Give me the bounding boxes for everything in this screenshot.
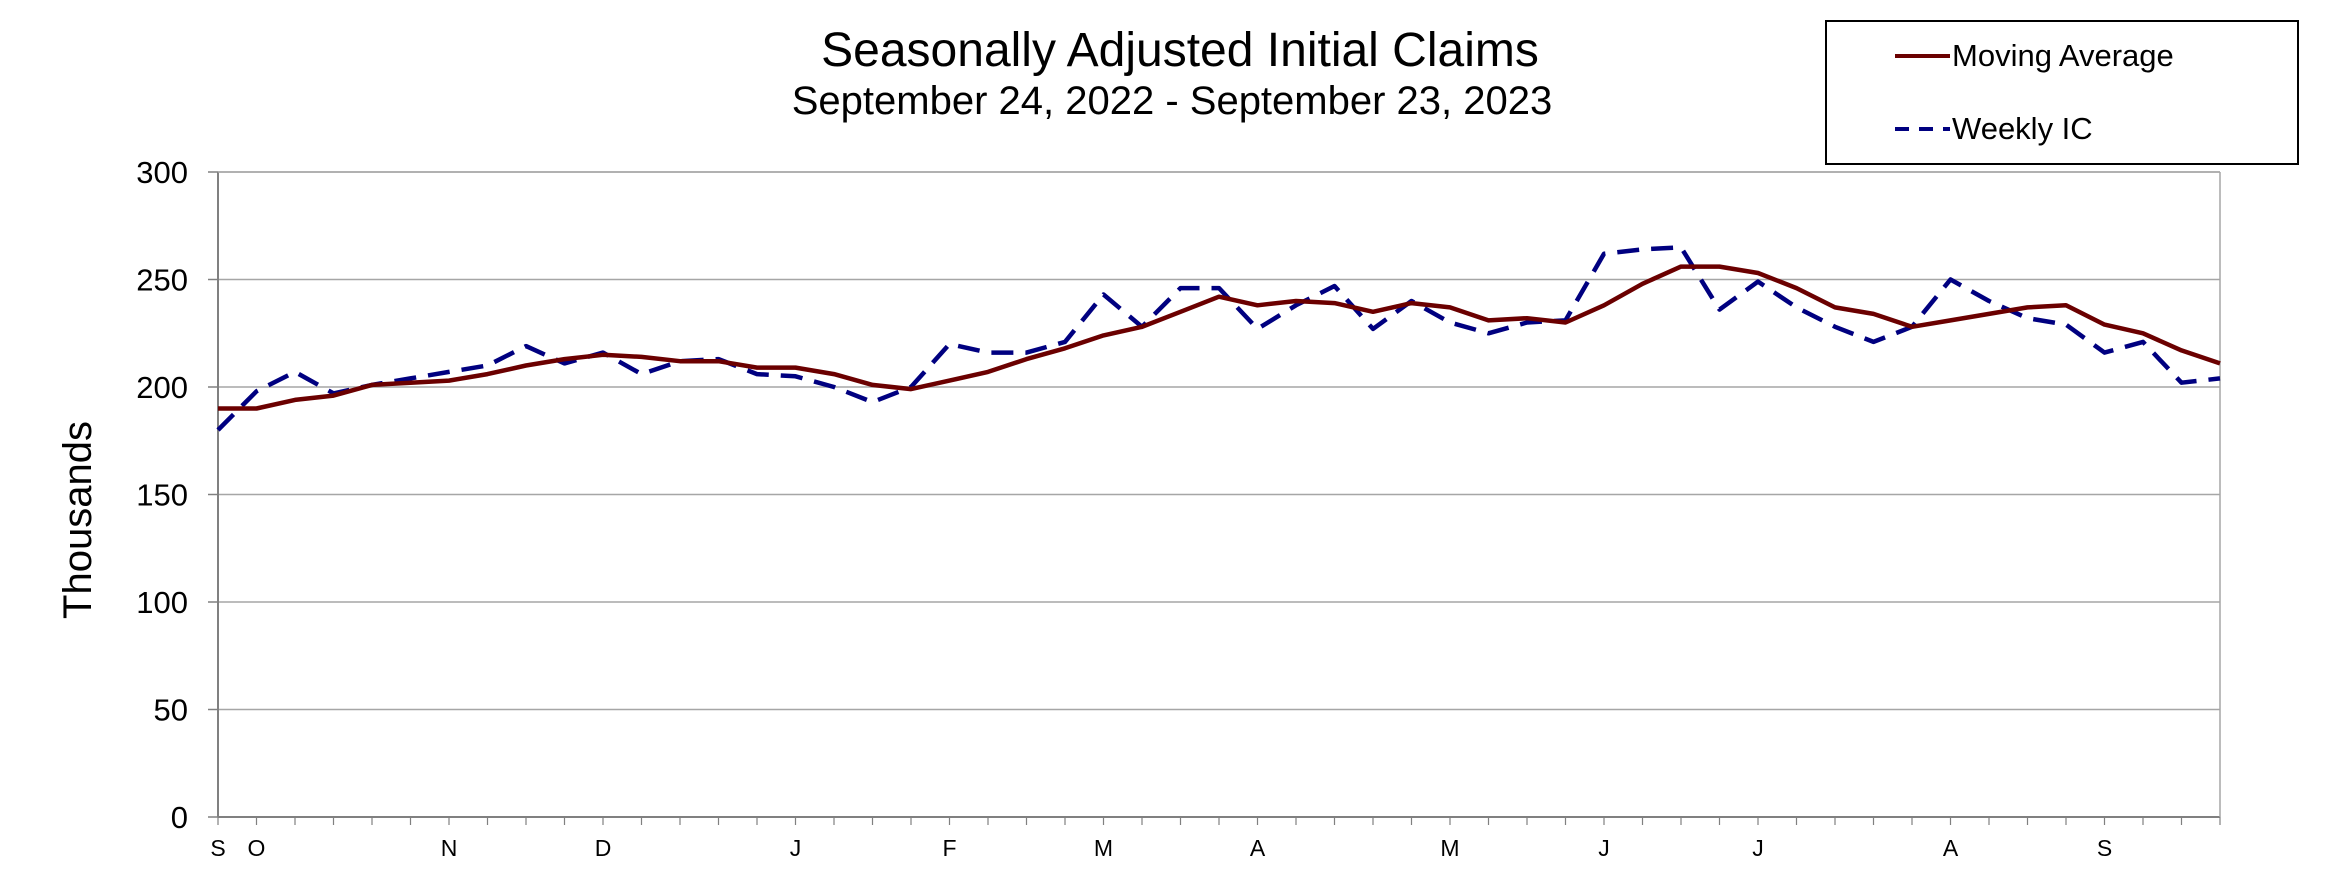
y-tick-label-200: 200	[136, 370, 188, 405]
legend-box	[1825, 20, 2299, 165]
series-line-moving-average	[218, 264, 2221, 411]
x-tick-label-9: J	[1598, 835, 1610, 861]
series-line-weekly-ic	[216, 245, 2221, 432]
legend-label-moving-average: Moving Average	[1952, 38, 2174, 73]
legend-label-weekly-ic: Weekly IC	[1952, 111, 2093, 146]
y-tick-label-250: 250	[136, 263, 188, 298]
series-lines	[216, 245, 2221, 432]
gridlines	[218, 171, 2220, 711]
x-tick-label-7: A	[1250, 835, 1266, 861]
x-tick-label-10: J	[1752, 835, 1764, 861]
x-tick-label-3: D	[595, 835, 612, 861]
y-tick-label-300: 300	[136, 155, 188, 190]
y-tick-label-150: 150	[136, 478, 188, 513]
chart-title: Seasonally Adjusted Initial Claims	[821, 24, 1539, 77]
chart-subtitle: September 24, 2022 - September 23, 2023	[792, 79, 1553, 123]
x-tick-label-5: F	[942, 835, 956, 861]
x-tick-label-6: M	[1094, 835, 1113, 861]
x-tick-label-11: A	[1943, 835, 1959, 861]
x-tick-label-2: N	[441, 835, 458, 861]
legend: Moving Average Weekly IC	[1825, 20, 2299, 165]
x-tick-label-8: M	[1440, 835, 1459, 861]
y-axis-label: Thousands	[56, 421, 100, 619]
x-tick-label-12: S	[2097, 835, 2112, 861]
x-tick-label-0: S	[210, 835, 225, 861]
y-tick-label-50: 50	[154, 693, 188, 728]
y-tick-label-0: 0	[171, 800, 188, 835]
x-tick-label-4: J	[790, 835, 802, 861]
x-tick-label-1: O	[248, 835, 266, 861]
y-tick-label-100: 100	[136, 585, 188, 620]
